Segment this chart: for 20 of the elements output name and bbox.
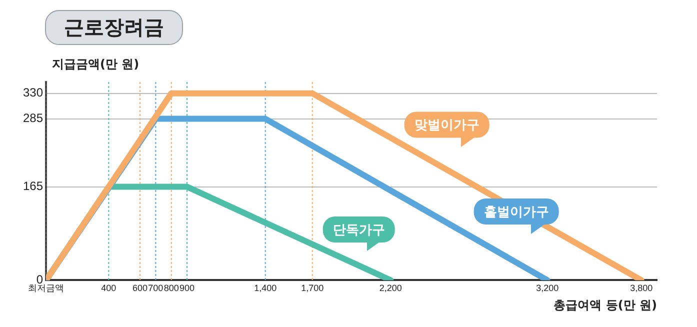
- x-tick-label: 400: [101, 283, 116, 294]
- x-tick-label: 최저금액: [28, 283, 64, 294]
- y-axis-title: 지급금액(만 원): [52, 56, 140, 73]
- series-label: 단독가구: [332, 222, 385, 238]
- x-tick-label: 700: [148, 283, 164, 294]
- x-tick-label: 1,400: [254, 283, 277, 294]
- x-tick-label: 600: [132, 283, 148, 294]
- x-tick-label: 2,200: [379, 283, 402, 294]
- x-tick-label: 3,800: [630, 283, 653, 294]
- series-label: 홑벌이가구: [484, 204, 549, 220]
- x-tick-label: 800: [164, 283, 179, 294]
- y-tick-label: 285: [22, 111, 44, 126]
- x-axis-title: 총급여액 등(만 원): [554, 297, 657, 314]
- chart-title: 근로장려금: [45, 10, 183, 45]
- x-tick-label: 1,700: [301, 283, 324, 294]
- y-tick-label: 330: [22, 86, 44, 100]
- x-tick-label: 3,200: [536, 283, 559, 294]
- series-label: 맞벌이가구: [414, 118, 480, 134]
- x-tick-label: 900: [180, 283, 195, 294]
- y-tick-label: 165: [22, 179, 44, 194]
